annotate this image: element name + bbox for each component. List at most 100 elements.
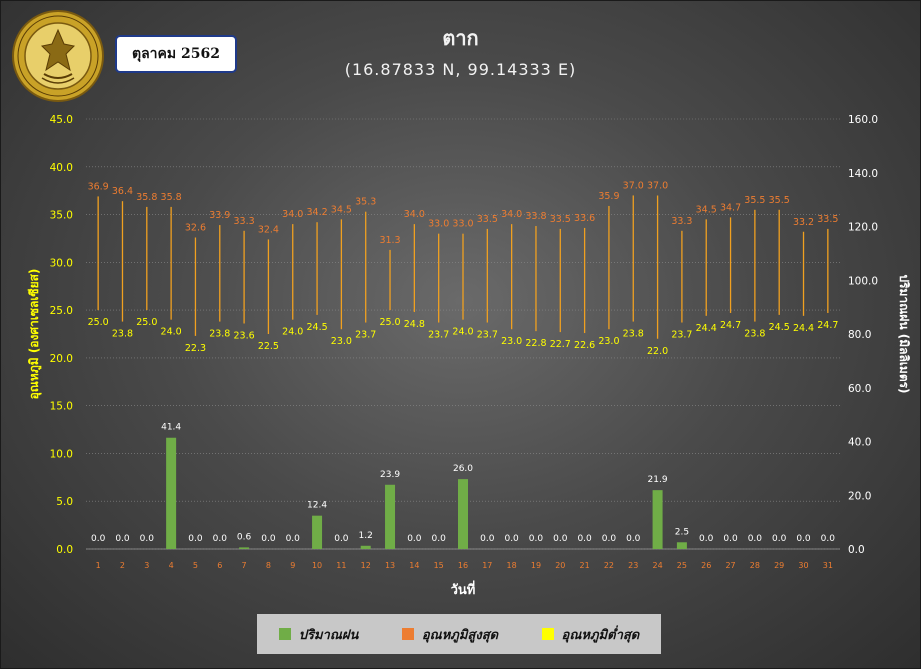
tmax-value-label: 35.9	[598, 191, 619, 202]
y-right-axis-title: ปริมาณฝน (มิลลิเมตร)	[897, 274, 911, 393]
tmin-value-label: 23.8	[744, 329, 765, 340]
y-left-tick-label: 10.0	[50, 448, 73, 460]
rain-value-label: 0.0	[188, 534, 203, 544]
rain-bar	[166, 437, 177, 549]
x-tick-label: 31	[823, 561, 833, 570]
rain-value-label: 0.6	[237, 532, 252, 542]
x-tick-label: 16	[458, 561, 468, 570]
y-left-tick-label: 40.0	[50, 162, 73, 174]
x-tick-label: 1	[96, 561, 101, 570]
tmin-value-label: 22.3	[185, 343, 206, 354]
tmax-value-label: 33.3	[671, 216, 692, 227]
tmax-value-label: 33.0	[428, 219, 449, 230]
tmax-value-label: 35.8	[136, 192, 157, 203]
x-tick-label: 15	[434, 561, 444, 570]
tmin-value-label: 23.8	[623, 329, 644, 340]
rain-value-label: 0.0	[261, 534, 276, 544]
tmax-value-label: 34.2	[306, 207, 327, 218]
chart-legend: ปริมาณฝน อุณหภูมิสูงสุด อุณหภูมิต่ำสุด	[257, 614, 661, 654]
rain-value-label: 0.0	[504, 534, 519, 544]
x-tick-label: 18	[507, 561, 517, 570]
tmin-value-label: 24.8	[404, 319, 425, 330]
x-tick-label: 13	[385, 561, 395, 570]
x-tick-label: 26	[701, 561, 711, 570]
y-left-tick-label: 45.0	[50, 114, 73, 126]
tmin-value-label: 23.7	[671, 330, 692, 341]
legend-label-rain: ปริมาณฝน	[298, 627, 359, 643]
legend-swatch-rain	[278, 628, 291, 640]
tmin-value-label: 25.0	[88, 317, 109, 328]
rain-value-label: 0.0	[480, 534, 495, 544]
x-tick-label: 2	[120, 561, 125, 570]
rain-value-label: 0.0	[140, 534, 155, 544]
rain-value-label: 0.0	[334, 534, 349, 544]
x-tick-label: 11	[336, 561, 346, 570]
tmin-value-label: 24.4	[793, 323, 814, 334]
tmax-value-label: 37.0	[647, 180, 668, 191]
rain-value-label: 0.0	[115, 534, 130, 544]
tmax-value-label: 34.5	[331, 204, 352, 215]
tmax-value-label: 35.5	[769, 195, 790, 206]
tmin-value-label: 23.7	[355, 330, 376, 341]
tmax-value-label: 33.3	[234, 216, 255, 227]
tmin-value-label: 24.7	[817, 320, 838, 331]
tmin-value-label: 23.0	[331, 336, 352, 347]
legend-swatch-tmax	[401, 628, 414, 640]
tmax-value-label: 33.5	[550, 214, 571, 225]
x-tick-label: 24	[652, 561, 662, 570]
tmax-value-label: 37.0	[623, 180, 644, 191]
x-tick-label: 19	[531, 561, 541, 570]
y-left-tick-label: 5.0	[56, 496, 73, 508]
tmin-value-label: 23.0	[501, 336, 522, 347]
tmin-value-label: 23.0	[598, 336, 619, 347]
legend-item-rain: ปริมาณฝน	[278, 624, 359, 645]
y-left-tick-label: 20.0	[50, 353, 73, 365]
tmin-value-label: 24.0	[282, 327, 303, 338]
y-right-tick-label: 80.0	[848, 329, 871, 341]
rain-value-label: 2.5	[675, 527, 689, 537]
tmin-value-label: 22.6	[574, 340, 595, 351]
station-coordinates: (16.87833 N, 99.14333 E)	[344, 60, 577, 79]
tmax-value-label: 32.6	[185, 222, 206, 233]
tmax-value-label: 36.4	[112, 186, 133, 197]
legend-label-tmax: อุณหภูมิสูงสุด	[421, 627, 499, 643]
x-tick-label: 9	[290, 561, 295, 570]
rain-bar	[239, 547, 250, 549]
x-tick-label: 20	[555, 561, 565, 570]
y-right-tick-label: 120.0	[848, 222, 878, 234]
rain-value-label: 0.0	[577, 534, 592, 544]
rain-value-label: 26.0	[453, 464, 473, 474]
tmin-value-label: 22.5	[258, 341, 279, 352]
x-axis-title: วันที่	[451, 580, 476, 598]
rain-value-label: 0.0	[626, 534, 641, 544]
rain-value-label: 21.9	[648, 475, 668, 485]
rain-value-label: 0.0	[602, 534, 617, 544]
rain-value-label: 0.0	[772, 534, 787, 544]
y-right-tick-label: 20.0	[848, 490, 871, 502]
rain-value-label: 1.2	[359, 531, 373, 541]
tmin-value-label: 22.7	[550, 339, 571, 350]
rain-value-label: 0.0	[286, 534, 301, 544]
rain-value-label: 0.0	[432, 534, 447, 544]
month-label: ตุลาคม 2562	[115, 35, 237, 73]
x-tick-label: 4	[169, 561, 174, 570]
rain-value-label: 23.9	[380, 470, 400, 480]
tmin-value-label: 22.0	[647, 346, 668, 357]
x-tick-label: 12	[361, 561, 371, 570]
tmax-value-label: 31.3	[379, 235, 400, 246]
tmin-value-label: 24.4	[696, 323, 717, 334]
x-tick-label: 23	[628, 561, 638, 570]
tmax-value-label: 34.5	[696, 204, 717, 215]
rain-value-label: 0.0	[553, 534, 568, 544]
y-left-tick-label: 0.0	[56, 544, 73, 556]
legend-swatch-tmin	[541, 628, 554, 640]
rain-bar	[458, 479, 468, 549]
rain-bar	[652, 490, 663, 549]
y-left-axis-title: อุณหภูมิ (องศาเซลเซียส)	[27, 269, 42, 400]
tmin-value-label: 24.7	[720, 320, 741, 331]
tmin-value-label: 24.5	[769, 322, 790, 333]
y-left-tick-label: 25.0	[50, 305, 73, 317]
tmin-value-label: 24.0	[452, 327, 473, 338]
y-right-tick-label: 140.0	[848, 168, 878, 180]
x-tick-label: 10	[312, 561, 322, 570]
